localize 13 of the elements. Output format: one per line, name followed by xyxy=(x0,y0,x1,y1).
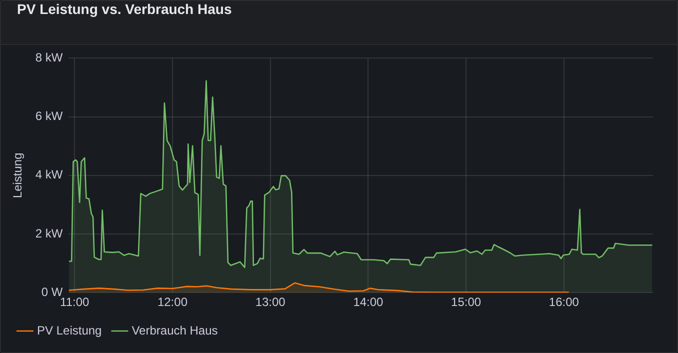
y-tick-label: 4 kW xyxy=(35,168,64,182)
y-tick-label: 8 kW xyxy=(35,50,64,65)
x-tick-label: 15:00 xyxy=(451,295,482,310)
legend-label: PV Leistung xyxy=(37,323,102,338)
y-tick-label: 2 kW xyxy=(35,226,64,240)
legend-label: Verbrauch Haus xyxy=(132,323,218,338)
y-tick-label: 6 kW xyxy=(35,109,64,124)
y-axis-title: Leistung xyxy=(10,152,25,198)
x-tick-label: 13:00 xyxy=(255,295,286,310)
x-tick-label: 16:00 xyxy=(548,295,580,310)
x-tick-label: 14:00 xyxy=(353,295,384,310)
x-tick-label: 12:00 xyxy=(157,295,188,310)
chart-title: PV Leistung vs. Verbrauch Haus xyxy=(1,1,677,45)
